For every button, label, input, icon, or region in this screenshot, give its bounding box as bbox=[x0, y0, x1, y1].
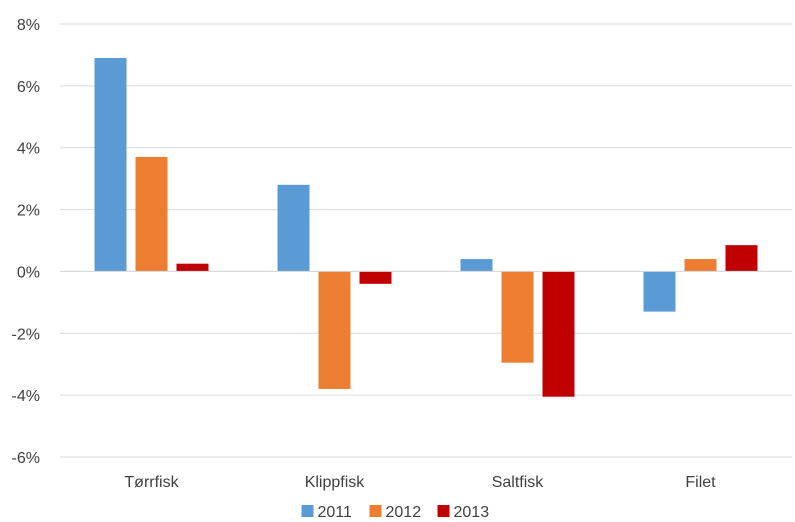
bar-2013-2 bbox=[542, 271, 575, 397]
y-tick-label: -2% bbox=[12, 326, 40, 343]
x-tick-label: Saltfisk bbox=[492, 474, 545, 491]
gridlines bbox=[60, 23, 792, 458]
bar-2013-1 bbox=[359, 271, 392, 284]
legend-label: 2012 bbox=[386, 504, 422, 521]
legend: 2011 2012 2013 bbox=[301, 504, 490, 521]
y-tick-label: 4% bbox=[17, 141, 40, 158]
legend-label: 2013 bbox=[454, 504, 490, 521]
bar-2013-3 bbox=[725, 245, 758, 272]
y-tick-label: 2% bbox=[17, 203, 40, 220]
bar-2012-2 bbox=[501, 271, 534, 363]
y-axis-tick-labels: 8% 6% 4% 2% 0% -2% -4% -6% bbox=[12, 17, 40, 467]
y-tick-label: 8% bbox=[17, 17, 40, 34]
legend-swatch-2013 bbox=[437, 505, 450, 517]
x-tick-label: Tørrfisk bbox=[124, 474, 179, 491]
x-tick-label: Klippfisk bbox=[305, 474, 366, 491]
y-tick-label: -4% bbox=[12, 388, 40, 405]
y-tick-label: 6% bbox=[17, 79, 40, 96]
bar-2013-0 bbox=[176, 263, 209, 272]
bar-2011-0 bbox=[94, 58, 127, 272]
y-tick-label: 0% bbox=[17, 264, 40, 281]
x-axis-category-labels: Tørrfisk Klippfisk Saltfisk Filet bbox=[124, 474, 716, 491]
bar-2012-3 bbox=[684, 259, 717, 272]
bar-2011-3 bbox=[643, 271, 676, 312]
x-tick-label: Filet bbox=[685, 474, 716, 491]
bar-2012-1 bbox=[318, 271, 351, 389]
bar-2011-2 bbox=[460, 259, 493, 272]
legend-swatch-2011 bbox=[301, 505, 314, 517]
legend-swatch-2012 bbox=[369, 505, 382, 517]
bars bbox=[94, 58, 758, 397]
bar-2012-0 bbox=[135, 156, 168, 272]
bar-2011-1 bbox=[277, 184, 310, 272]
legend-label: 2011 bbox=[318, 504, 353, 521]
y-tick-label: -6% bbox=[12, 450, 40, 467]
